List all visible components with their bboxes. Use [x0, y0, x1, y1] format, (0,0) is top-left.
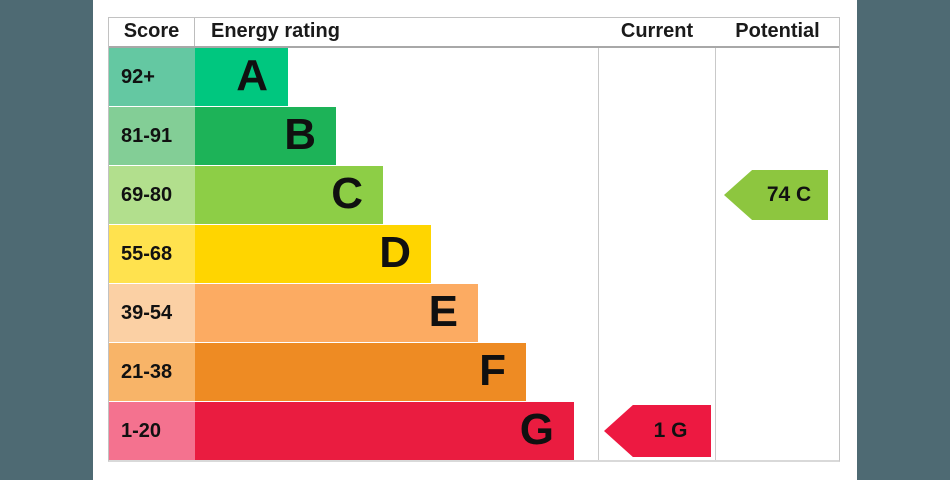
band-bar-a: A [195, 48, 288, 106]
rating-row-b: 81-91 B [109, 107, 839, 166]
rating-row-a: 92+ A [109, 48, 839, 107]
band-bar-e: E [195, 284, 478, 342]
current-column-divider [598, 48, 599, 460]
band-letter-a: A [236, 51, 268, 100]
band-letter-b: B [284, 110, 316, 159]
score-range-f: 21-38 [109, 343, 195, 401]
score-range-e: 39-54 [109, 284, 195, 342]
potential-column-divider [715, 48, 716, 460]
rating-table: Score Energy rating Current Potential 92… [108, 17, 840, 462]
band-letter-e: E [428, 287, 458, 336]
table-header-row: Score Energy rating Current Potential [109, 18, 839, 48]
score-range-b: 81-91 [109, 107, 195, 165]
score-range-a: 92+ [109, 48, 195, 106]
band-letter-f: F [479, 346, 506, 395]
header-potential: Potential [735, 20, 820, 42]
band-bar-b: B [195, 107, 336, 165]
rating-row-f: 21-38 F [109, 343, 839, 402]
rating-row-e: 39-54 E [109, 284, 839, 343]
header-score: Score [109, 18, 195, 46]
band-bar-f: F [195, 343, 526, 401]
potential-rating-arrow: 74 C [724, 170, 828, 220]
header-energy-rating: Energy rating [211, 20, 340, 42]
score-range-d: 55-68 [109, 225, 195, 283]
band-bar-c: C [195, 166, 383, 224]
current-rating-arrow: 1 G [604, 405, 711, 457]
band-letter-c: C [331, 169, 363, 218]
band-letter-g: G [519, 405, 554, 454]
rating-row-c: 69-80 C 74 C [109, 166, 839, 225]
score-range-g: 1-20 [109, 402, 195, 460]
rating-rows: 92+ A 81-91 B 69-80 C 74 C 55-68 D 39-54 E 21-38 F 1-… [109, 48, 839, 460]
chart-panel: Score Energy rating Current Potential 92… [93, 0, 857, 480]
band-letter-d: D [379, 228, 411, 277]
rating-row-d: 55-68 D [109, 225, 839, 284]
score-range-c: 69-80 [109, 166, 195, 224]
band-bar-g: G [195, 402, 574, 460]
band-bar-d: D [195, 225, 431, 283]
header-current: Current [620, 20, 694, 42]
rating-row-g: 1-20 G 1 G [109, 402, 839, 460]
